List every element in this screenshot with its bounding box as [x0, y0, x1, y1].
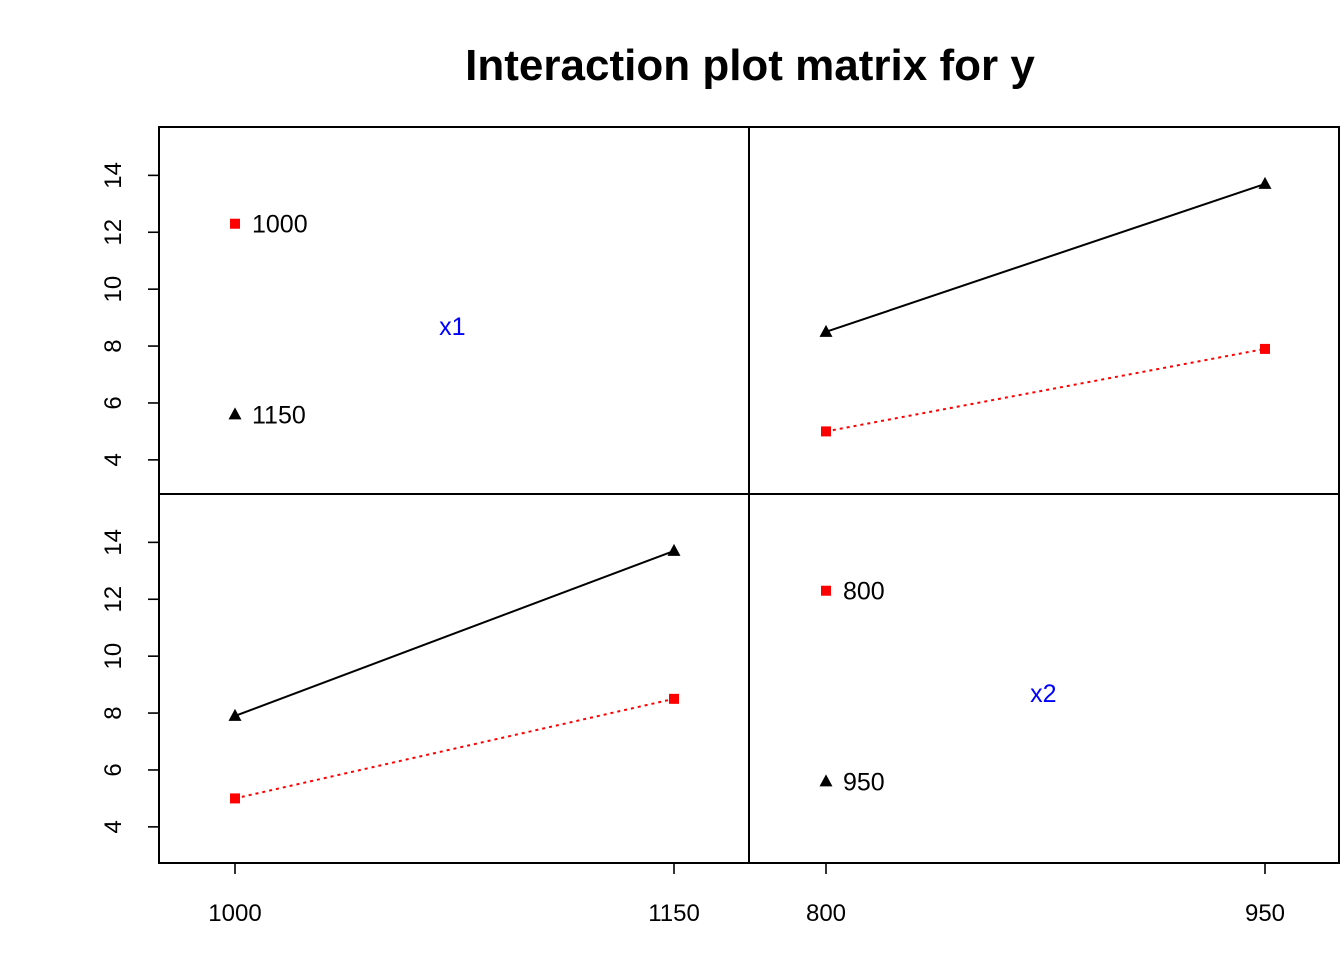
- y-tick-label: 8: [100, 339, 127, 352]
- factor-label-x1: x1: [439, 313, 465, 341]
- y-tick-label: 6: [100, 396, 127, 409]
- y-tick-label: 14: [100, 529, 127, 556]
- x-tick-label: 1150: [648, 900, 700, 927]
- y-tick-label: 6: [100, 763, 127, 776]
- factor-label-x2: x2: [1030, 680, 1056, 708]
- y-tick-label: 14: [100, 162, 127, 189]
- chart-title: Interaction plot matrix for y: [465, 41, 1035, 90]
- y-tick-label: 8: [100, 706, 127, 719]
- level-marker-1000: [230, 218, 240, 229]
- point-bottom-left-1-1: [669, 693, 679, 704]
- point-bottom-left-1-0: [230, 793, 240, 804]
- series-line-bottom-left-0: [234, 549, 675, 717]
- point-top-right-0-1: [1258, 176, 1272, 189]
- point-top-right-1-0: [821, 426, 831, 437]
- y-tick-label: 4: [100, 453, 127, 466]
- level-label-1000: 1000: [252, 211, 308, 239]
- level-marker-1150: [228, 407, 242, 420]
- level-label-1150: 1150: [252, 401, 306, 429]
- point-top-right-0-0: [819, 324, 833, 337]
- y-tick-label: 12: [100, 219, 127, 246]
- chart-marks: 4 6 8 10 12 14 4 6 8 10 12 14 1000 1150 800 950 x1 1000 11…: [100, 162, 1285, 927]
- y-tick-label: 4: [100, 820, 127, 833]
- level-label-950: 950: [843, 768, 885, 796]
- series-line-top-right-1: [825, 347, 1266, 433]
- x-tick-label: 1000: [208, 900, 261, 927]
- level-marker-950: [819, 774, 833, 787]
- point-bottom-left-0-0: [228, 708, 242, 721]
- y-tick-label: 10: [100, 643, 127, 670]
- y-tick-label: 10: [100, 276, 127, 303]
- series-line-top-right-0: [825, 182, 1266, 333]
- series-line-bottom-left-1: [234, 697, 675, 800]
- y-tick-label: 12: [100, 586, 127, 613]
- point-top-right-1-1: [1260, 343, 1270, 354]
- x-tick-label: 800: [806, 900, 846, 927]
- x-tick-label: 950: [1245, 900, 1285, 927]
- level-label-800: 800: [843, 578, 885, 606]
- level-marker-800: [821, 585, 831, 596]
- point-bottom-left-0-1: [667, 543, 681, 556]
